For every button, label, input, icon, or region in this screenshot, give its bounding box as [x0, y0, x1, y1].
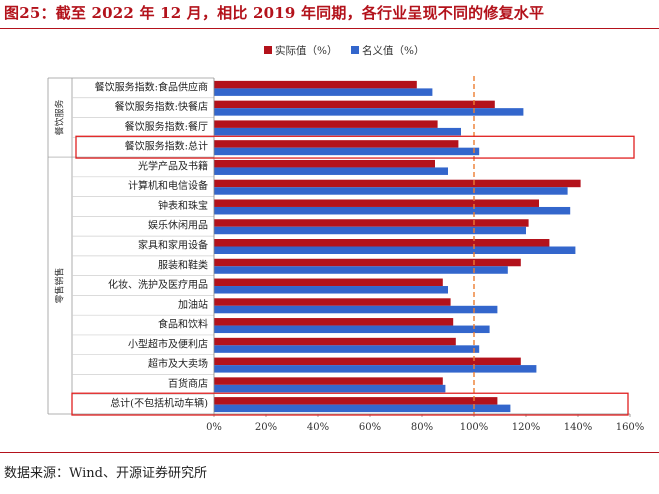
bar-actual	[214, 80, 417, 89]
source-note: 数据来源：Wind、开源证券研究所	[4, 466, 207, 481]
x-tick-label: 140%	[564, 422, 593, 433]
bar-actual	[214, 219, 529, 227]
x-tick-label: 80%	[411, 422, 433, 433]
bar-nominal	[214, 325, 490, 334]
category-label: 小型超市及便利店	[128, 337, 208, 350]
bar-nominal	[214, 345, 480, 353]
legend-swatch-nominal	[351, 46, 359, 54]
bar-actual	[214, 298, 451, 306]
category-label: 餐饮服务指数:总计	[125, 140, 208, 153]
legend-label-actual: 实际值（%）	[275, 44, 337, 57]
category-label: 百货商店	[168, 377, 208, 390]
bar-nominal	[214, 147, 480, 156]
category-label: 加油站	[178, 298, 208, 311]
bar-nominal	[214, 187, 568, 195]
bar-actual	[214, 377, 443, 385]
legend-label-nominal: 名义值（%）	[362, 44, 424, 57]
bar-actual	[214, 357, 521, 366]
x-tick-label: 40%	[307, 422, 329, 433]
legend-swatch-actual	[264, 46, 272, 54]
highlight-box	[75, 135, 635, 159]
bar-actual	[214, 278, 443, 287]
bar-actual	[214, 239, 550, 247]
category-label: 化妆、洗护及医疗用品	[108, 278, 208, 291]
bar-nominal	[214, 108, 524, 116]
bar-actual	[214, 199, 539, 207]
bar-actual	[214, 140, 459, 148]
highlight-box	[71, 392, 629, 416]
group-label-0: 餐饮服务	[54, 100, 66, 136]
bar-actual	[214, 258, 521, 267]
bar-nominal	[214, 246, 576, 254]
category-label: 服装和鞋类	[158, 258, 208, 271]
x-tick-label: 0%	[206, 422, 222, 433]
category-label: 餐饮服务指数:快餐店	[115, 100, 208, 113]
x-tick-label: 120%	[512, 422, 541, 433]
bar-actual	[214, 159, 435, 168]
title-rule	[0, 28, 659, 29]
category-label: 光学产品及书籍	[138, 159, 208, 172]
bar-nominal	[214, 226, 526, 235]
category-label: 娱乐休闲用品	[148, 219, 208, 232]
bar-actual	[214, 397, 498, 405]
bar-nominal	[214, 206, 571, 215]
category-label: 家具和家用设备	[138, 239, 208, 252]
x-tick-label: 60%	[359, 422, 381, 433]
x-tick-label: 20%	[255, 422, 277, 433]
bar-nominal	[214, 127, 461, 136]
category-label: 超市及大卖场	[148, 357, 208, 370]
category-label: 食品和饮料	[158, 318, 208, 331]
bar-nominal	[214, 266, 508, 274]
figure-title: 图25：截至 2022 年 12 月，相比 2019 年同期，各行业呈现不同的修…	[4, 4, 545, 22]
bar-actual	[214, 318, 454, 326]
bar-nominal	[214, 384, 446, 393]
group-label-1: 零售销售	[54, 268, 66, 304]
category-label: 计算机和电信设备	[128, 179, 208, 192]
category-label: 总计(不包括机动车辆)	[110, 397, 208, 410]
bar-nominal	[214, 404, 511, 413]
x-tick-label: 160%	[616, 422, 645, 433]
category-label: 餐饮服务指数:餐厅	[125, 120, 208, 133]
x-tick-label: 100%	[460, 422, 489, 433]
bottom-rule	[0, 452, 659, 453]
bar-nominal	[214, 167, 448, 175]
bar-nominal	[214, 365, 537, 373]
bar-actual	[214, 120, 438, 128]
bar-actual	[214, 179, 581, 188]
category-label: 钟表和珠宝	[158, 199, 208, 212]
bar-actual	[214, 337, 456, 346]
bar-actual	[214, 100, 495, 109]
bar-nominal	[214, 305, 498, 314]
bar-nominal	[214, 88, 433, 96]
category-label: 餐饮服务指数:食品供应商	[95, 80, 208, 93]
bar-nominal	[214, 286, 448, 294]
